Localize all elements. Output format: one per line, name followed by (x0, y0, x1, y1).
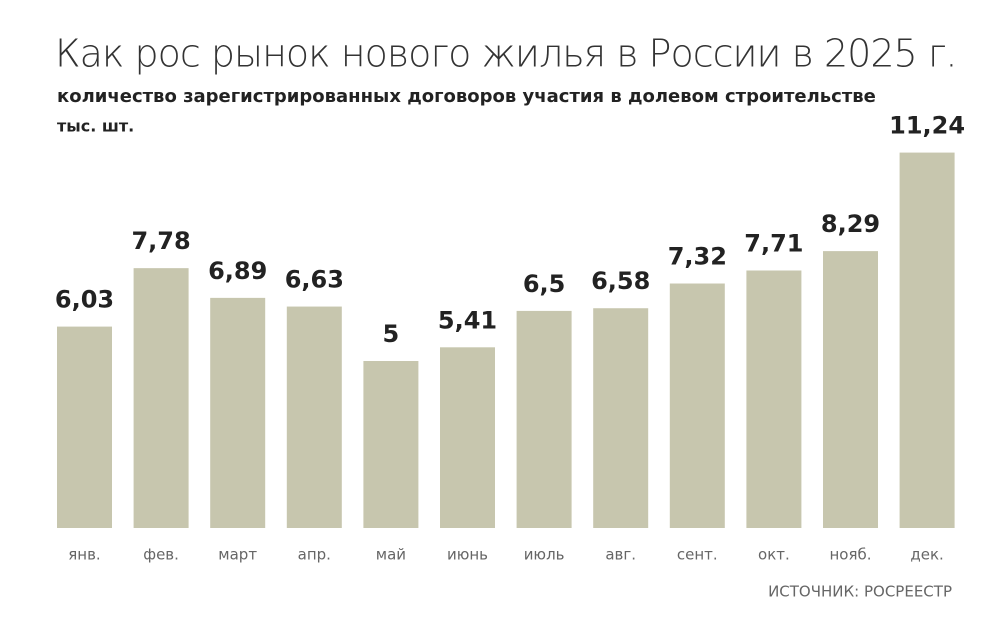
bar (286, 306, 342, 528)
x-tick-label: июль (524, 546, 565, 564)
value-label: 6,5 (523, 270, 566, 298)
bar (133, 268, 189, 528)
x-tick-label: май (376, 546, 406, 564)
bar (210, 297, 266, 528)
unit-label: тыс. шт. (57, 117, 134, 136)
source: ИСТОЧНИК: РОСРЕЕСТР (768, 583, 952, 601)
value-label: 6,63 (285, 266, 344, 294)
x-tick-label: март (218, 546, 257, 564)
value-label: 6,89 (208, 257, 267, 285)
x-tick-label: фев. (143, 546, 179, 564)
bar (440, 347, 495, 528)
x-tick-label: дек. (910, 546, 943, 564)
bar (57, 326, 112, 528)
bar (363, 361, 419, 528)
bar (823, 251, 878, 528)
value-label: 5 (383, 320, 400, 348)
bar (593, 308, 649, 528)
value-label: 7,71 (744, 229, 803, 257)
value-label: 7,32 (668, 243, 727, 271)
bar (746, 270, 802, 528)
chart-title: Как рос рынок нового жилья в России в 20… (55, 32, 957, 76)
bar (516, 310, 572, 528)
x-tick-label: сент. (677, 546, 718, 564)
value-label: 11,24 (889, 112, 965, 140)
x-tick-label: апр. (298, 546, 331, 564)
value-label: 7,78 (131, 227, 190, 255)
bar (899, 152, 955, 529)
x-tick-label: авг. (605, 546, 636, 564)
value-label: 6,58 (591, 267, 650, 295)
x-tick-label: окт. (758, 546, 790, 564)
x-tick-label: июнь (447, 546, 488, 564)
chart-subtitle: количество зарегистрированных договоров … (57, 86, 876, 107)
x-tick-label: нояб. (829, 546, 871, 564)
value-label: 5,41 (438, 306, 497, 334)
x-tick-label: янв. (68, 546, 100, 564)
value-label: 8,29 (821, 210, 880, 238)
value-label: 6,03 (55, 286, 114, 314)
bar (669, 283, 725, 528)
